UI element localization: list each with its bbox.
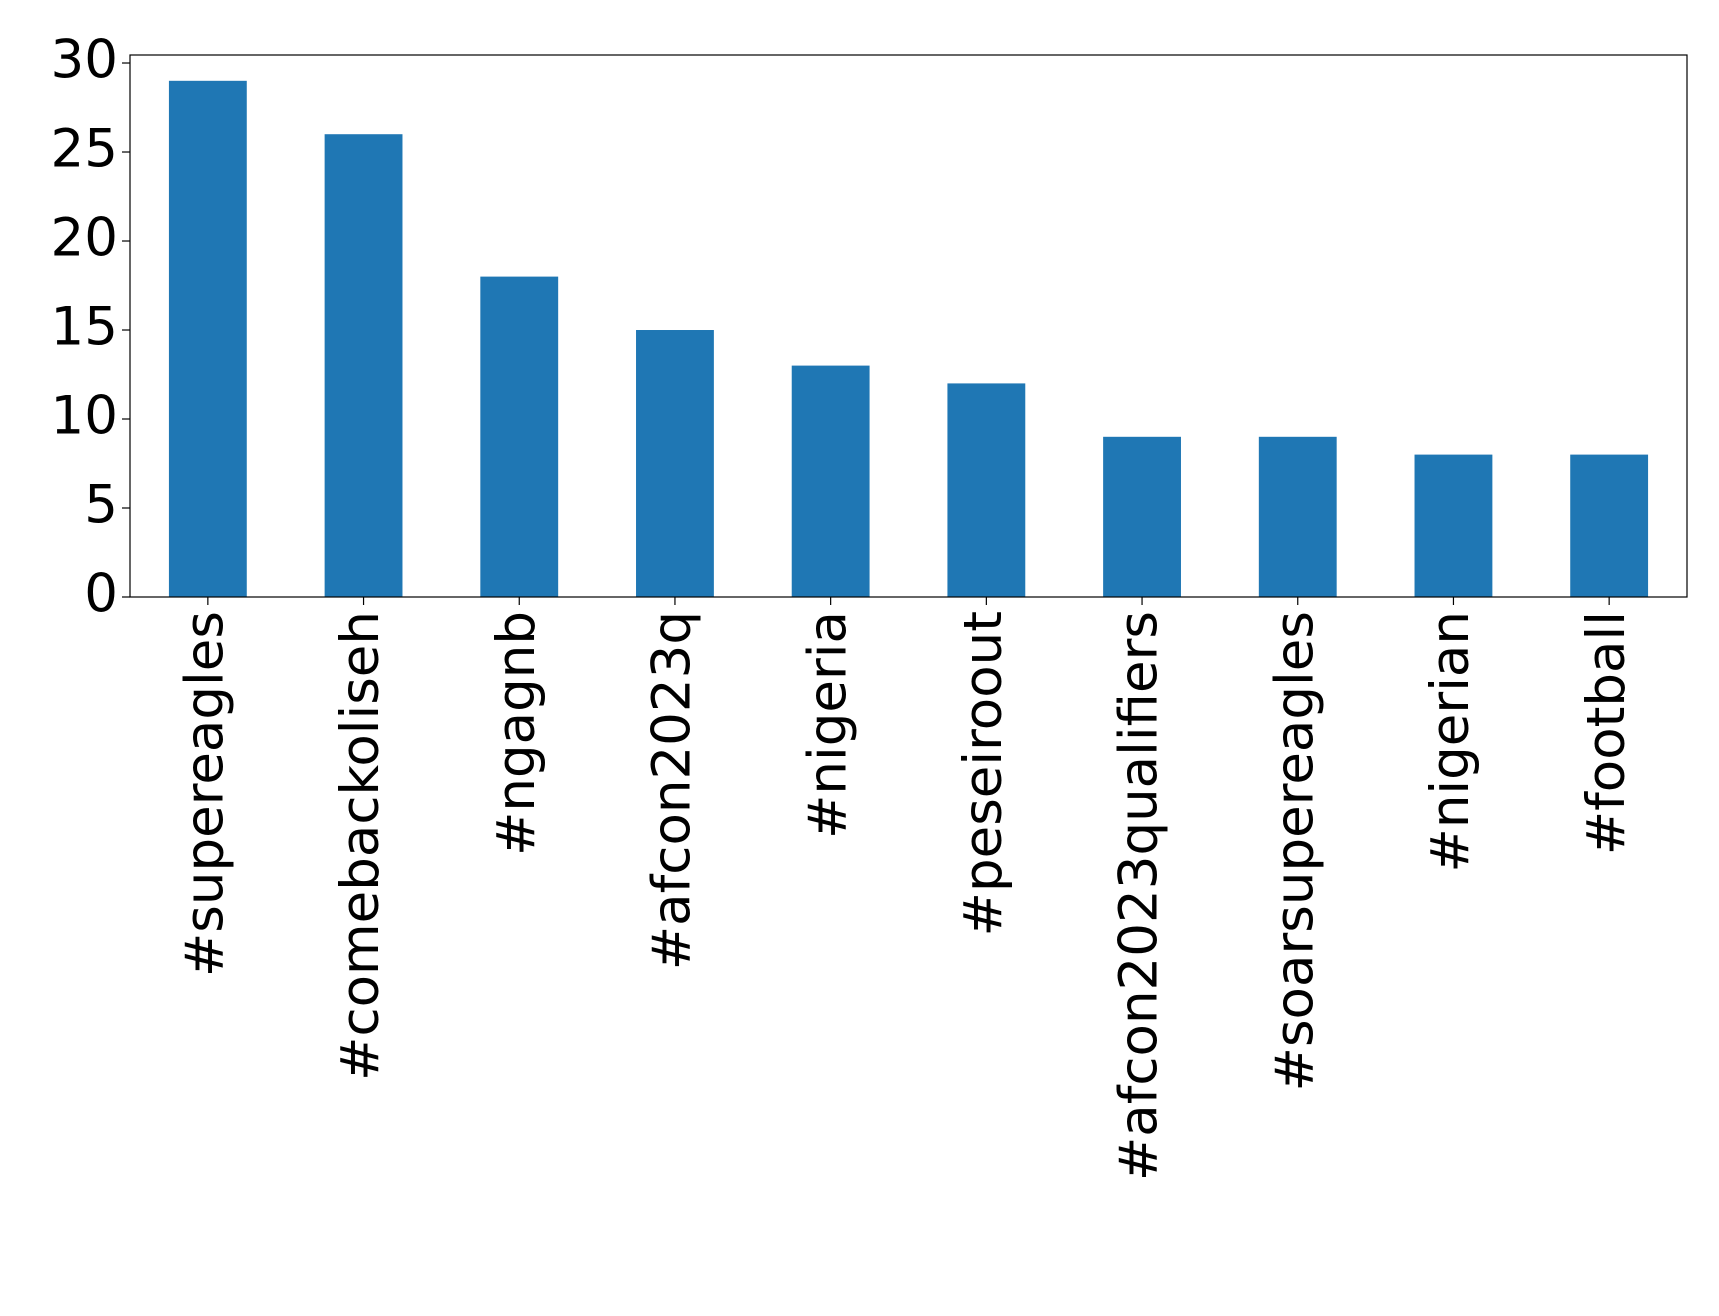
plot-frame: [129, 54, 1688, 598]
x-tick-label: #football: [1576, 611, 1637, 855]
x-tick-label: #ngagnb: [486, 611, 547, 856]
x-tick-label: #peseiroout: [953, 611, 1014, 936]
y-tick-label: 0: [84, 564, 118, 625]
bar: [1103, 436, 1181, 597]
x-tick-label: #nigerian: [1420, 611, 1481, 873]
bar: [1258, 436, 1337, 597]
bar: [480, 276, 559, 597]
y-tick-label: 20: [51, 208, 118, 269]
bar: [1570, 454, 1649, 597]
y-tick-label: 30: [51, 30, 118, 91]
x-tick-label: #afcon2023q: [642, 611, 703, 970]
bar: [636, 330, 714, 597]
bar: [791, 365, 870, 597]
y-tick-label: 5: [84, 475, 118, 536]
x-tick-label: #nigeria: [797, 611, 858, 839]
x-tick-label: #supereagles: [174, 611, 235, 977]
x-tick-label: #comebackoliseh: [330, 611, 391, 1081]
y-tick-label: 25: [51, 119, 118, 180]
bar: [1414, 454, 1493, 597]
x-tick-label: #afcon2023qualifiers: [1109, 611, 1170, 1181]
bar: [324, 134, 403, 597]
y-tick-label: 15: [51, 297, 118, 358]
y-tick-label: 10: [51, 386, 118, 447]
bar: [168, 80, 247, 598]
x-tick-label: #soarsupereagles: [1264, 611, 1325, 1091]
bar: [947, 383, 1026, 597]
